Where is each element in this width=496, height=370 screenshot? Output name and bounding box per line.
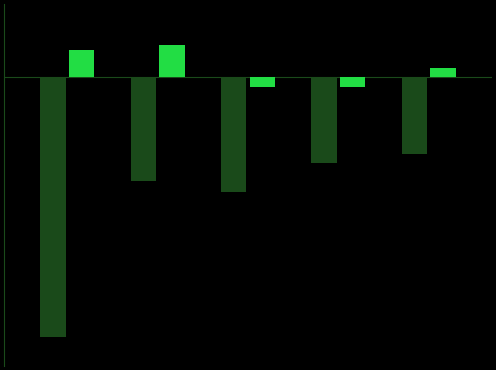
Bar: [311, 77, 336, 163]
Bar: [69, 50, 94, 77]
Bar: [221, 77, 246, 192]
Bar: [40, 77, 65, 337]
Bar: [160, 45, 185, 77]
Bar: [250, 77, 275, 87]
Bar: [130, 77, 156, 181]
Bar: [340, 77, 366, 87]
Bar: [402, 77, 427, 154]
Bar: [431, 68, 456, 77]
